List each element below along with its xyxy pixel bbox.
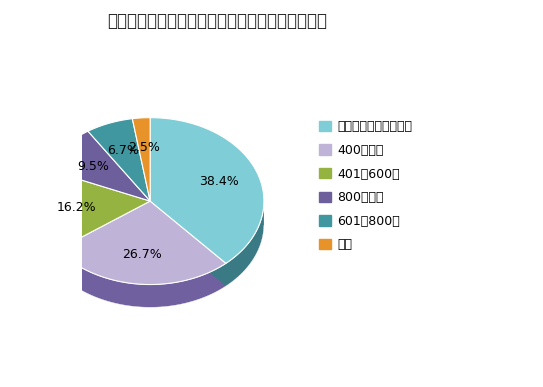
Polygon shape — [58, 201, 150, 272]
Legend: 没有住宿，当天即返回, 400元以内, 401至600元, 800元以上, 601至800元, 其他: 没有住宿，当天即返回, 400元以内, 401至600元, 800元以上, 60… — [315, 116, 416, 255]
Polygon shape — [150, 118, 264, 263]
Polygon shape — [36, 169, 150, 250]
Text: 16.2%: 16.2% — [57, 201, 97, 214]
Ellipse shape — [36, 140, 264, 307]
Text: 您每次到主题乐园游玩在住宿上的花费大约多少？: 您每次到主题乐园游玩在住宿上的花费大约多少？ — [107, 12, 327, 30]
Polygon shape — [58, 201, 226, 284]
Text: 6.7%: 6.7% — [108, 144, 140, 157]
Polygon shape — [226, 202, 264, 286]
Polygon shape — [45, 131, 150, 201]
Text: 38.4%: 38.4% — [199, 175, 239, 188]
Polygon shape — [132, 118, 150, 201]
Text: 2.5%: 2.5% — [128, 140, 160, 154]
Polygon shape — [88, 119, 150, 201]
Polygon shape — [58, 201, 150, 272]
Text: 26.7%: 26.7% — [122, 248, 162, 262]
Polygon shape — [36, 201, 58, 272]
Text: 9.5%: 9.5% — [77, 160, 109, 173]
Polygon shape — [58, 250, 226, 307]
Polygon shape — [150, 201, 226, 286]
Polygon shape — [150, 201, 226, 286]
